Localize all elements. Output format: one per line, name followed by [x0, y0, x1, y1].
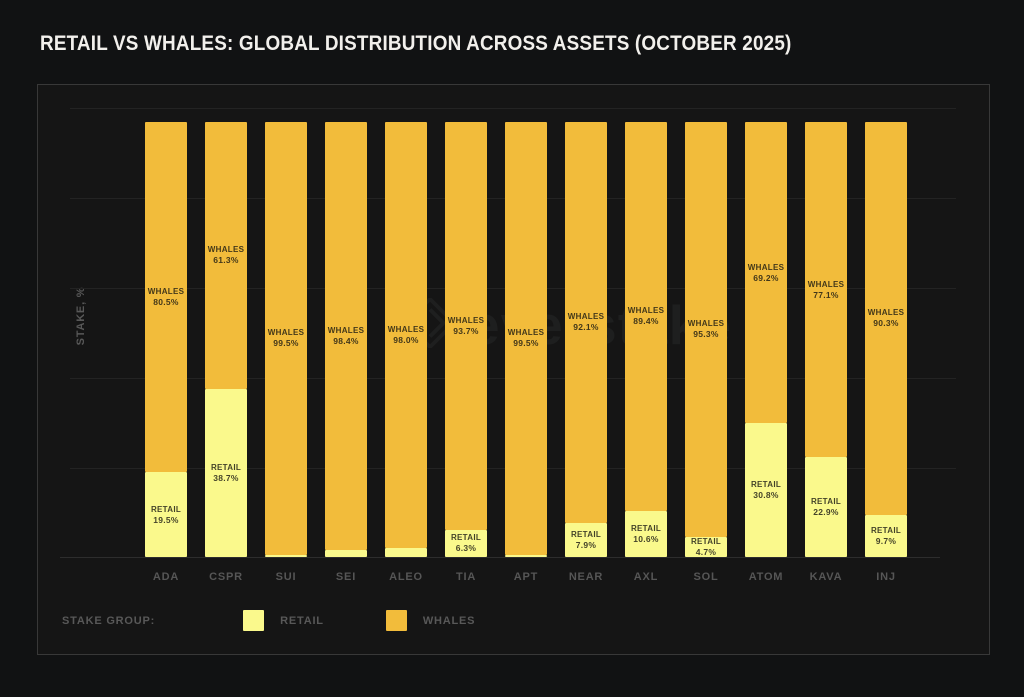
bar-label-whales-TIA: WHALES 93.7% [447, 315, 485, 336]
bar-label-retail-CSPR: RETAIL 38.7% [210, 462, 242, 483]
bar-label-whales-ATOM: WHALES 69.2% [747, 262, 785, 283]
bar-label-whales-ALEO: WHALES 98.0% [387, 325, 425, 346]
bar-segment-retail-NEAR [565, 522, 607, 557]
bar-segment-retail-SOL [685, 536, 727, 557]
bar-segment-whales-KAVA [805, 122, 847, 458]
bar-label-whales-SOL: WHALES 95.3% [687, 319, 725, 340]
bar-segment-retail-SEI [325, 550, 367, 557]
bar-segment-retail-APT [505, 554, 547, 557]
bar-label-retail-KAVA: RETAIL 22.9% [810, 497, 842, 518]
bar-segment-retail-ATOM [745, 423, 787, 557]
bar-label-whales-SEI: WHALES 98.4% [327, 326, 365, 347]
bar-segment-retail-SUI [265, 554, 307, 557]
legend-swatch-whales [385, 610, 407, 631]
bar-label-retail-TIA: RETAIL 6.3% [450, 533, 482, 554]
bar-label-retail-AXL: RETAIL 10.6% [630, 523, 662, 544]
bar-segment-whales-NEAR [565, 122, 607, 523]
bar-label-retail-NEAR: RETAIL 7.9% [570, 529, 602, 550]
legend-item-retail: RETAIL [280, 614, 324, 627]
x-axis-tick-NEAR: NEAR [568, 571, 604, 583]
x-axis-tick-ATOM: ATOM [748, 571, 784, 583]
bar-label-whales-CSPR: WHALES 61.3% [207, 245, 245, 266]
legend: STAKE GROUP: RETAIL WHALES [62, 610, 475, 631]
legend-swatch-retail [243, 610, 265, 631]
x-axis-tick-ADA: ADA [152, 571, 180, 583]
bar-segment-retail-INJ [865, 514, 907, 557]
bar-segment-whales-SOL [685, 122, 727, 537]
page-title: RETAIL VS WHALES: GLOBAL DISTRIBUTION AC… [40, 32, 792, 55]
x-axis-tick-CSPR: CSPR [209, 571, 243, 583]
legend-item-whales: WHALES [422, 614, 476, 627]
bar-label-whales-NEAR: WHALES 92.1% [567, 312, 605, 333]
bar-label-whales-ADA: WHALES 80.5% [147, 287, 185, 308]
x-axis-tick-SEI: SEI [335, 571, 357, 583]
bar-label-retail-INJ: RETAIL 9.7% [870, 525, 902, 546]
bar-segment-retail-TIA [445, 529, 487, 557]
bar-segment-whales-ADA [145, 122, 187, 473]
bar-segment-whales-SEI [325, 122, 367, 551]
bar-label-whales-KAVA: WHALES 77.1% [807, 279, 845, 300]
bar-segment-retail-AXL [625, 510, 667, 557]
gridline [70, 108, 956, 109]
bar-label-whales-INJ: WHALES 90.3% [867, 308, 905, 329]
x-axis-tick-TIA: TIA [455, 571, 477, 583]
y-axis-label: STAKE, % [75, 286, 87, 346]
bar-label-whales-AXL: WHALES 89.4% [627, 306, 665, 327]
bar-segment-retail-ADA [145, 472, 187, 557]
bar-segment-whales-APT [505, 122, 547, 555]
bar-segment-whales-ALEO [385, 122, 427, 549]
x-axis-tick-APT: APT [513, 571, 539, 583]
legend-title: STAKE GROUP: [62, 614, 156, 627]
bar-segment-whales-INJ [865, 122, 907, 515]
bar-label-whales-APT: WHALES 99.5% [507, 328, 545, 349]
bar-segment-whales-ATOM [745, 122, 787, 424]
bar-segment-retail-CSPR [205, 388, 247, 557]
x-axis-tick-INJ: INJ [876, 571, 896, 583]
bar-segment-whales-SUI [265, 122, 307, 555]
x-axis-line [60, 557, 940, 558]
bar-segment-whales-CSPR [205, 122, 247, 389]
bar-label-retail-ADA: RETAIL 19.5% [150, 504, 182, 525]
bar-label-whales-SUI: WHALES 99.5% [267, 328, 305, 349]
x-axis-tick-KAVA: KAVA [809, 571, 843, 583]
bar-segment-retail-KAVA [805, 457, 847, 557]
bar-label-retail-ATOM: RETAIL 30.8% [750, 480, 782, 500]
bar-segment-whales-TIA [445, 122, 487, 530]
bar-segment-retail-ALEO [385, 548, 427, 557]
x-axis-tick-AXL: AXL [633, 571, 659, 583]
bar-segment-whales-AXL [625, 122, 667, 511]
bar-label-retail-SOL: RETAIL 4.7% [690, 536, 722, 557]
x-axis-tick-SUI: SUI [275, 571, 297, 583]
x-axis-tick-SOL: SOL [693, 571, 719, 583]
x-axis-tick-ALEO: ALEO [389, 571, 423, 583]
